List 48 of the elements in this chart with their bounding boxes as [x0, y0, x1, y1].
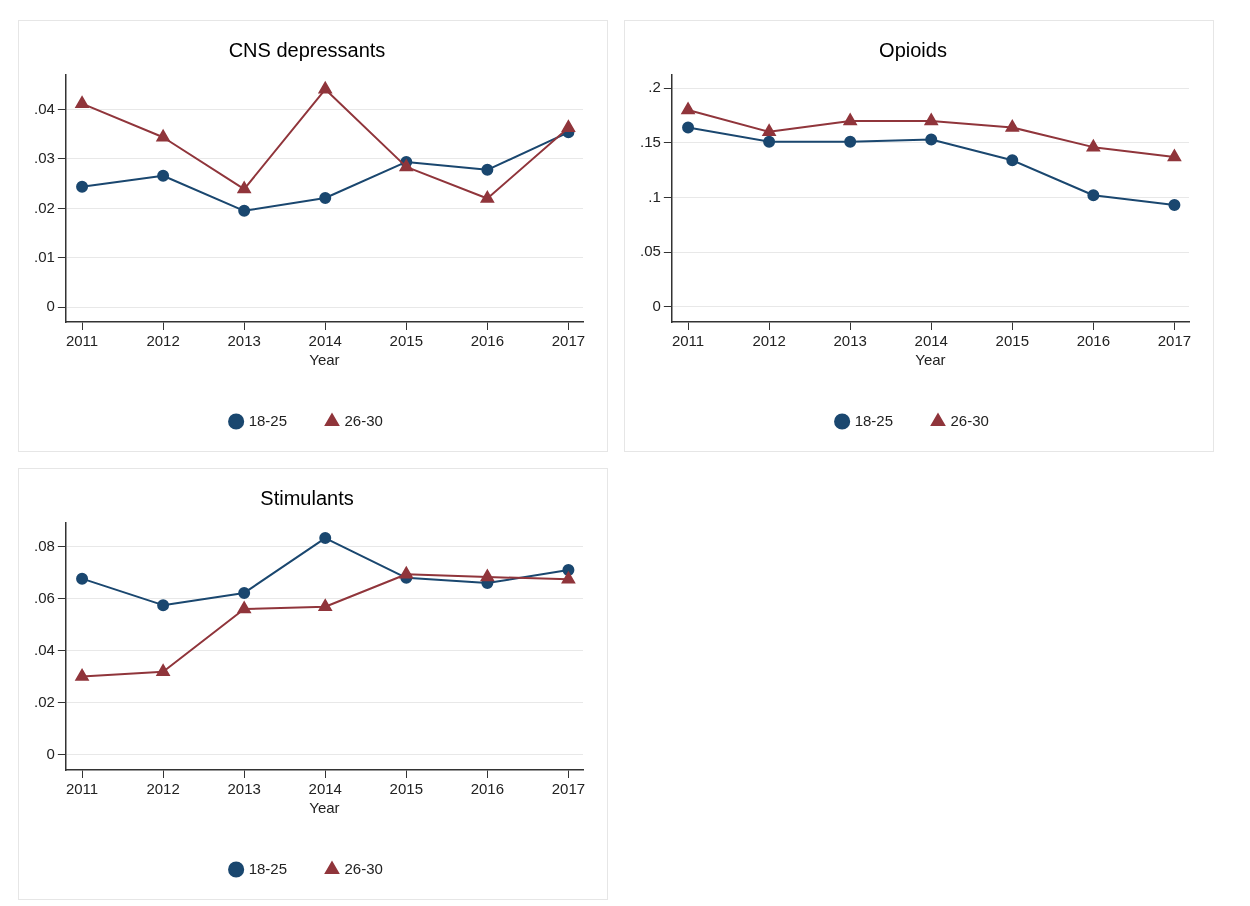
x-axis-title: Year — [309, 799, 340, 817]
y-tick-label: .05 — [639, 242, 661, 260]
x-tick-label: 2015 — [995, 332, 1029, 350]
legend-label: 18-25 — [854, 411, 894, 429]
y-tick-label: .02 — [33, 692, 55, 710]
chart-title: Stimulants — [260, 486, 354, 509]
y-tick-label: .08 — [33, 536, 55, 554]
x-tick-label: 2013 — [227, 780, 261, 798]
legend-label: 26-30 — [950, 411, 989, 429]
x-tick-label: 2014 — [308, 780, 342, 798]
legend-label: 18-25 — [248, 859, 288, 877]
y-tick-label: .03 — [33, 149, 55, 167]
x-tick-label: 2012 — [146, 780, 180, 798]
y-tick-label: 0 — [652, 296, 661, 314]
y-tick-label: 0 — [46, 744, 55, 762]
y-tick-label: .04 — [33, 640, 55, 658]
y-tick-label: .02 — [33, 198, 55, 216]
chart-title: CNS depressants — [228, 38, 386, 61]
x-tick-label: 2012 — [752, 332, 786, 350]
x-tick-label: 2014 — [914, 332, 948, 350]
x-tick-label: 2016 — [1076, 332, 1111, 350]
x-tick-label: 2011 — [65, 332, 99, 350]
x-tick-label: 2015 — [389, 332, 423, 350]
y-tick-label: .1 — [648, 187, 661, 205]
y-tick-label: .2 — [648, 78, 661, 96]
y-tick-label: .06 — [33, 588, 55, 606]
x-tick-label: 2014 — [308, 332, 342, 350]
y-tick-label: .15 — [639, 132, 661, 150]
x-tick-label: 2016 — [470, 780, 505, 798]
legend-label: 18-25 — [248, 411, 288, 429]
x-tick-label: 2017 — [551, 780, 586, 798]
legend-label: 26-30 — [344, 859, 383, 877]
x-tick-label: 2013 — [833, 332, 867, 350]
x-tick-label: 2011 — [65, 780, 99, 798]
x-axis-title: Year — [309, 351, 340, 369]
x-tick-label: 2017 — [1157, 332, 1192, 350]
x-tick-label: 2015 — [389, 780, 423, 798]
x-tick-label: 2012 — [146, 332, 180, 350]
x-tick-label: 2017 — [551, 332, 586, 350]
y-tick-label: .04 — [33, 99, 55, 117]
chart-title: Opioids — [879, 38, 947, 61]
y-tick-label: .01 — [33, 247, 55, 265]
legend-label: 26-30 — [344, 411, 383, 429]
x-axis-title: Year — [915, 351, 946, 369]
x-tick-label: 2013 — [227, 332, 261, 350]
x-tick-label: 2011 — [671, 332, 705, 350]
x-tick-label: 2016 — [470, 332, 505, 350]
y-tick-label: 0 — [46, 297, 55, 315]
